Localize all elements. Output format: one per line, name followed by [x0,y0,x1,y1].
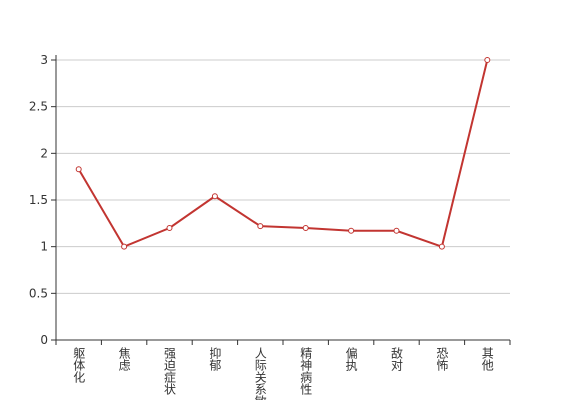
x-tick-label: 其他 [480,347,494,371]
y-tick-label: 0 [40,333,48,347]
point [348,227,355,234]
point [484,57,491,63]
x-tick-label: 精神病性 [299,347,313,396]
x-tick-label: 强迫症状 [163,347,177,395]
line [77,59,489,248]
x-tick-label: 偏执 [344,346,358,372]
x-tick-label: 人际关系敏感 [253,347,267,400]
point [166,225,173,231]
point [393,227,400,234]
x-tick-label: 躯体化 [72,346,86,384]
point [211,193,218,200]
y-tick-label: 0.5 [29,286,48,300]
x-tick-label: 焦虑 [117,347,131,371]
x-tick-label: 抑郁 [208,346,222,372]
point [75,166,82,173]
x-tick-label: 敌对 [390,346,404,371]
y-tick-label: 2 [40,146,48,160]
point [302,225,309,231]
y-tick-label: 3 [40,53,48,67]
point [257,223,264,230]
y-tick-label: 1 [40,240,48,254]
y-tick-label: 1.5 [29,193,48,207]
point [121,243,128,250]
y-tick-label: 2.5 [29,100,48,114]
x-tick-label: 恐怖 [435,347,449,371]
point [438,243,445,250]
